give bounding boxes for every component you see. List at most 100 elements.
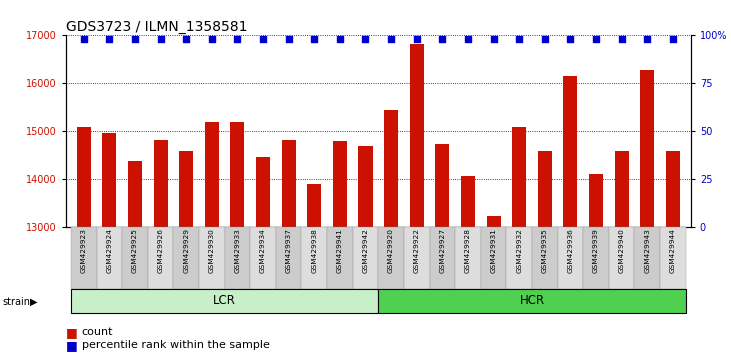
Bar bbox=[558, 227, 583, 289]
Bar bbox=[102, 133, 116, 227]
Point bbox=[616, 36, 627, 42]
Point bbox=[283, 36, 295, 42]
Bar bbox=[205, 122, 219, 227]
Bar bbox=[352, 227, 379, 289]
Bar bbox=[538, 151, 552, 227]
Bar bbox=[409, 44, 424, 227]
Text: HCR: HCR bbox=[520, 295, 545, 307]
Text: LCR: LCR bbox=[213, 295, 236, 307]
Text: GSM429927: GSM429927 bbox=[439, 228, 445, 273]
Bar bbox=[96, 227, 122, 289]
Text: GSM429936: GSM429936 bbox=[567, 228, 573, 273]
Point bbox=[206, 36, 218, 42]
Bar bbox=[179, 151, 193, 227]
Text: GSM429925: GSM429925 bbox=[132, 228, 138, 273]
Text: GSM429924: GSM429924 bbox=[106, 228, 113, 273]
Bar bbox=[224, 227, 250, 289]
Bar bbox=[507, 227, 532, 289]
Bar bbox=[635, 227, 660, 289]
Bar bbox=[128, 161, 142, 227]
Point bbox=[78, 36, 90, 42]
Bar bbox=[379, 227, 404, 289]
Text: GSM429932: GSM429932 bbox=[516, 228, 522, 273]
Text: GSM429920: GSM429920 bbox=[388, 228, 394, 273]
Bar bbox=[609, 227, 635, 289]
Bar bbox=[512, 127, 526, 227]
Text: GSM429931: GSM429931 bbox=[491, 228, 496, 273]
Bar bbox=[327, 227, 352, 289]
Text: GSM429938: GSM429938 bbox=[311, 228, 317, 273]
Bar bbox=[71, 227, 96, 289]
Point bbox=[513, 36, 525, 42]
Bar bbox=[384, 110, 398, 227]
Text: GSM429944: GSM429944 bbox=[670, 228, 676, 273]
Text: percentile rank within the sample: percentile rank within the sample bbox=[82, 340, 270, 350]
Point bbox=[436, 36, 448, 42]
Bar bbox=[666, 151, 680, 227]
Bar bbox=[199, 227, 224, 289]
Bar bbox=[481, 227, 507, 289]
Point bbox=[488, 36, 499, 42]
Point bbox=[155, 36, 167, 42]
Bar bbox=[173, 227, 199, 289]
Text: GSM429940: GSM429940 bbox=[618, 228, 624, 273]
Point bbox=[667, 36, 678, 42]
Bar bbox=[122, 227, 148, 289]
Bar bbox=[276, 227, 301, 289]
Bar bbox=[256, 157, 270, 227]
Text: GSM429933: GSM429933 bbox=[235, 228, 240, 273]
Text: ■: ■ bbox=[66, 326, 77, 338]
Point bbox=[129, 36, 141, 42]
Bar bbox=[77, 127, 91, 227]
Bar bbox=[532, 227, 558, 289]
Point bbox=[360, 36, 371, 42]
Point bbox=[104, 36, 115, 42]
Bar bbox=[455, 227, 481, 289]
Point bbox=[539, 36, 550, 42]
Text: GSM429937: GSM429937 bbox=[286, 228, 292, 273]
Text: GSM429930: GSM429930 bbox=[209, 228, 215, 273]
Text: GSM429943: GSM429943 bbox=[644, 228, 651, 273]
Text: GSM429929: GSM429929 bbox=[183, 228, 189, 273]
Text: GSM429928: GSM429928 bbox=[465, 228, 471, 273]
Text: ▶: ▶ bbox=[30, 297, 37, 307]
Bar bbox=[564, 76, 577, 227]
Text: GSM429934: GSM429934 bbox=[260, 228, 266, 273]
Text: count: count bbox=[82, 327, 113, 337]
Bar bbox=[583, 227, 609, 289]
Point bbox=[385, 36, 397, 42]
Point bbox=[641, 36, 653, 42]
Bar bbox=[71, 289, 379, 313]
Point bbox=[181, 36, 192, 42]
Bar bbox=[301, 227, 327, 289]
Point bbox=[590, 36, 602, 42]
Point bbox=[257, 36, 269, 42]
Text: GSM429935: GSM429935 bbox=[542, 228, 548, 273]
Bar bbox=[640, 70, 654, 227]
Bar bbox=[230, 122, 244, 227]
Bar bbox=[615, 151, 629, 227]
Text: GSM429923: GSM429923 bbox=[80, 228, 87, 273]
Bar bbox=[435, 144, 450, 227]
Text: ■: ■ bbox=[66, 339, 77, 352]
Bar bbox=[487, 216, 501, 227]
Text: GDS3723 / ILMN_1358581: GDS3723 / ILMN_1358581 bbox=[66, 21, 247, 34]
Bar bbox=[154, 139, 167, 227]
Text: GSM429941: GSM429941 bbox=[337, 228, 343, 273]
Text: strain: strain bbox=[2, 297, 30, 307]
Bar bbox=[461, 176, 475, 227]
Bar bbox=[404, 227, 430, 289]
Text: GSM429942: GSM429942 bbox=[363, 228, 368, 273]
Text: GSM429926: GSM429926 bbox=[158, 228, 164, 273]
Point bbox=[564, 36, 576, 42]
Bar bbox=[379, 289, 686, 313]
Text: GSM429922: GSM429922 bbox=[414, 228, 420, 273]
Point bbox=[308, 36, 320, 42]
Bar bbox=[281, 139, 295, 227]
Bar bbox=[589, 174, 603, 227]
Bar bbox=[660, 227, 686, 289]
Bar bbox=[307, 183, 322, 227]
Point bbox=[334, 36, 346, 42]
Text: GSM429939: GSM429939 bbox=[593, 228, 599, 273]
Point bbox=[411, 36, 423, 42]
